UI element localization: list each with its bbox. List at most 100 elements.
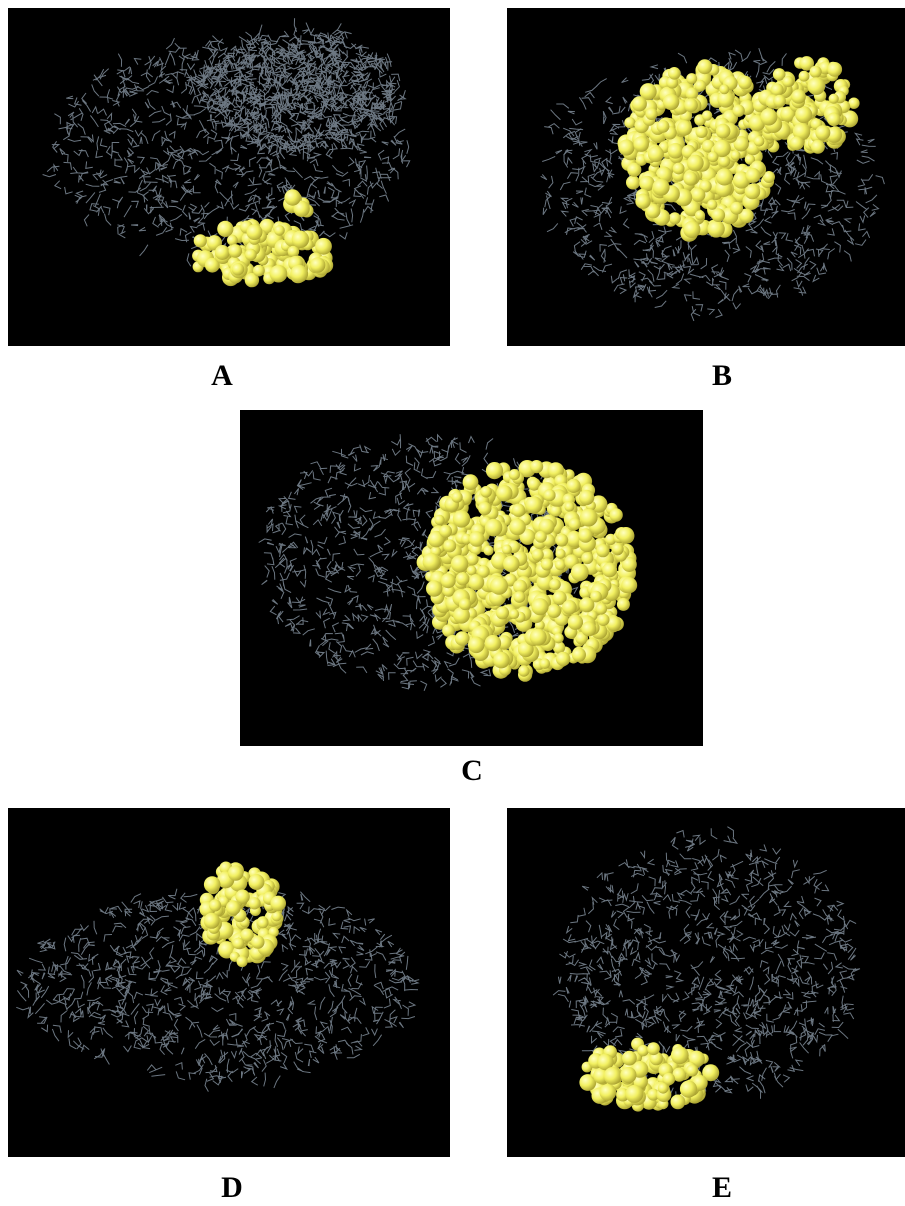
atom-sphere bbox=[567, 479, 581, 493]
atom-sphere bbox=[695, 210, 705, 220]
atom-sphere bbox=[315, 238, 332, 255]
atom-sphere bbox=[509, 609, 519, 619]
atom-sphere bbox=[547, 604, 561, 618]
atom-sphere bbox=[530, 629, 547, 646]
atom-sphere bbox=[707, 200, 717, 210]
atom-sphere bbox=[455, 631, 470, 646]
atom-sphere bbox=[217, 221, 233, 237]
atom-sphere bbox=[194, 234, 207, 247]
atom-sphere bbox=[746, 168, 761, 183]
atom-sphere bbox=[512, 504, 525, 517]
atom-sphere bbox=[229, 244, 243, 258]
atom-sphere bbox=[530, 460, 543, 473]
atom-sphere bbox=[453, 510, 470, 527]
atom-sphere bbox=[235, 890, 249, 904]
atom-sphere bbox=[782, 76, 793, 87]
atom-sphere bbox=[663, 94, 679, 110]
atom-sphere bbox=[571, 563, 589, 581]
atom-sphere bbox=[456, 572, 469, 585]
atom-sphere bbox=[620, 1067, 636, 1083]
atom-sphere bbox=[626, 176, 640, 190]
atom-sphere bbox=[509, 519, 526, 536]
atom-sphere bbox=[738, 76, 752, 90]
atom-sphere bbox=[485, 519, 503, 537]
atom-sphere bbox=[827, 62, 842, 77]
atom-sphere bbox=[209, 899, 221, 911]
atom-sphere bbox=[716, 124, 731, 139]
atom-sphere bbox=[562, 600, 577, 615]
atom-sphere bbox=[423, 553, 441, 571]
atom-sphere bbox=[687, 155, 704, 172]
atom-sphere bbox=[604, 1067, 622, 1085]
atom-sphere bbox=[463, 474, 479, 490]
atom-sphere bbox=[556, 652, 570, 666]
atom-sphere bbox=[248, 874, 264, 890]
atom-sphere bbox=[503, 556, 520, 573]
atom-sphere bbox=[245, 249, 257, 261]
atom-sphere bbox=[310, 257, 325, 272]
atom-sphere bbox=[621, 577, 637, 593]
atom-sphere bbox=[253, 265, 265, 277]
atom-sphere bbox=[810, 66, 822, 78]
atom-sphere bbox=[274, 225, 285, 236]
panel-label: B bbox=[712, 359, 732, 392]
atom-sphere bbox=[708, 151, 719, 162]
atom-sphere bbox=[677, 120, 692, 135]
atom-sphere bbox=[645, 108, 657, 120]
atom-sphere bbox=[807, 77, 825, 95]
atom-sphere bbox=[635, 194, 650, 209]
panel-image bbox=[8, 808, 450, 1157]
atom-sphere bbox=[490, 577, 508, 595]
atom-sphere bbox=[541, 558, 553, 570]
atom-sphere bbox=[719, 84, 729, 94]
atom-sphere bbox=[226, 900, 241, 915]
atom-sphere bbox=[790, 136, 804, 150]
atom-sphere bbox=[730, 202, 743, 215]
atom-sphere bbox=[531, 598, 548, 615]
atom-sphere bbox=[581, 621, 596, 636]
atom-sphere bbox=[509, 469, 520, 480]
panel-image bbox=[507, 8, 905, 346]
atom-sphere bbox=[815, 125, 830, 140]
atom-sphere bbox=[540, 658, 551, 669]
atom-sphere bbox=[233, 938, 245, 950]
atom-sphere bbox=[760, 108, 777, 125]
atom-sphere bbox=[572, 648, 586, 662]
atom-sphere bbox=[827, 113, 841, 127]
atom-sphere bbox=[618, 527, 634, 543]
atom-sphere bbox=[618, 139, 634, 155]
atom-sphere bbox=[596, 603, 608, 615]
atom-sphere bbox=[716, 168, 733, 185]
atom-sphere bbox=[624, 117, 635, 128]
atom-sphere bbox=[434, 515, 444, 525]
panel-image bbox=[8, 8, 450, 346]
atom-sphere bbox=[671, 1046, 689, 1064]
atom-sphere bbox=[227, 235, 238, 246]
atom-sphere bbox=[580, 509, 598, 527]
atom-sphere bbox=[270, 896, 286, 912]
atom-sphere bbox=[251, 935, 264, 948]
atom-sphere bbox=[697, 59, 712, 74]
panel-background bbox=[8, 808, 450, 1157]
atom-sphere bbox=[668, 67, 681, 80]
atom-sphere bbox=[232, 263, 244, 275]
atom-sphere bbox=[514, 591, 526, 603]
atom-sphere bbox=[441, 573, 456, 588]
atom-sphere bbox=[718, 155, 730, 167]
atom-sphere bbox=[686, 1064, 698, 1076]
atom-sphere bbox=[637, 1045, 648, 1056]
atom-sphere bbox=[502, 545, 512, 555]
atom-sphere bbox=[443, 539, 456, 552]
atom-sphere bbox=[596, 544, 609, 557]
atom-sphere bbox=[658, 1083, 669, 1094]
panel-label: D bbox=[221, 1171, 243, 1204]
atom-sphere bbox=[292, 231, 309, 248]
atom-sphere bbox=[555, 549, 565, 559]
atom-sphere bbox=[647, 1042, 660, 1055]
atom-sphere bbox=[237, 956, 248, 967]
atom-sphere bbox=[555, 534, 568, 547]
atom-sphere bbox=[518, 665, 529, 676]
atom-sphere bbox=[771, 83, 784, 96]
panel-image bbox=[240, 410, 703, 746]
atom-sphere bbox=[228, 865, 244, 881]
